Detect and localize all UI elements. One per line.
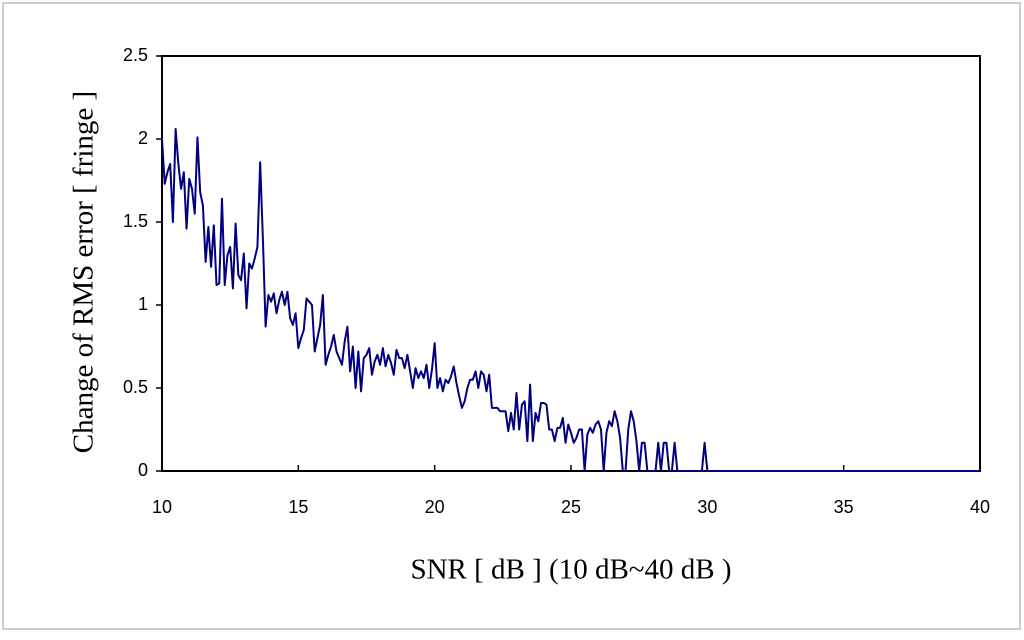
y-tick-label: 1 — [138, 294, 148, 314]
x-tick-label: 30 — [697, 497, 717, 517]
plot-frame — [161, 55, 981, 472]
y-tick-label: 0 — [138, 460, 148, 480]
y-axis-title: Change of RMS error [ fringe ] — [68, 91, 100, 453]
y-tick-label: 2 — [138, 128, 148, 148]
data-line — [161, 128, 980, 472]
y-tick-label: 0.5 — [123, 377, 148, 397]
x-tick-label: 10 — [152, 497, 172, 517]
x-tick-label: 25 — [561, 497, 581, 517]
y-tick-label: 2.5 — [123, 45, 148, 65]
x-tick-label: 15 — [288, 497, 308, 517]
y-tick-label: 1.5 — [123, 211, 148, 231]
x-tick-label: 40 — [970, 497, 990, 517]
x-tick-label: 35 — [834, 497, 854, 517]
x-axis-title: SNR [ dB ] (10 dB~40 dB ) — [410, 554, 731, 586]
x-tick-label: 20 — [425, 497, 445, 517]
